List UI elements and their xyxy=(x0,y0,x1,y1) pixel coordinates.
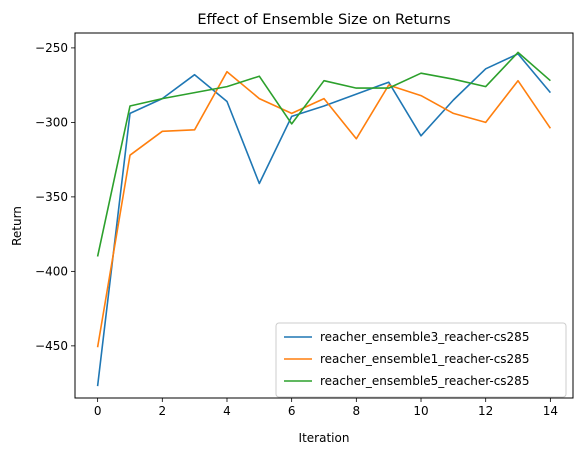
y-tick-label: −250 xyxy=(35,41,68,55)
x-axis-title: Iteration xyxy=(299,431,350,445)
chart-title: Effect of Ensemble Size on Returns xyxy=(197,12,450,28)
x-tick-label: 6 xyxy=(288,404,296,418)
x-tick-label: 12 xyxy=(478,404,493,418)
x-tick-label: 2 xyxy=(158,404,166,418)
axes: 0 2 4 6 8 10 12 14 −450 −400 −350 −300 −250 xyxy=(35,41,558,418)
x-tick-label: 10 xyxy=(413,404,428,418)
legend-label-2: reacher_ensemble1_reacher-cs285 xyxy=(320,352,529,366)
x-tick-label: 14 xyxy=(543,404,558,418)
x-tick-label: 8 xyxy=(353,404,361,418)
series-line-2 xyxy=(96,70,552,348)
y-tick-label: −450 xyxy=(35,339,68,353)
legend-label-3: reacher_ensemble5_reacher-cs285 xyxy=(320,374,529,388)
x-tick-label: 4 xyxy=(223,404,231,418)
series-line-3 xyxy=(96,51,551,257)
y-tick-label: −300 xyxy=(35,115,68,129)
series-line-1 xyxy=(96,53,552,387)
legend: reacher_ensemble3_reacher-cs285 reacher_e… xyxy=(275,322,567,398)
x-tick-label: 0 xyxy=(94,404,102,418)
y-tick-label: −400 xyxy=(35,264,68,278)
legend-box xyxy=(275,322,567,398)
plot-area xyxy=(96,51,552,387)
legend-label-1: reacher_ensemble3_reacher-cs285 xyxy=(320,330,529,344)
y-axis-title: Return xyxy=(10,206,24,246)
y-tick-label: −350 xyxy=(35,190,68,204)
plot-frame xyxy=(74,32,574,399)
